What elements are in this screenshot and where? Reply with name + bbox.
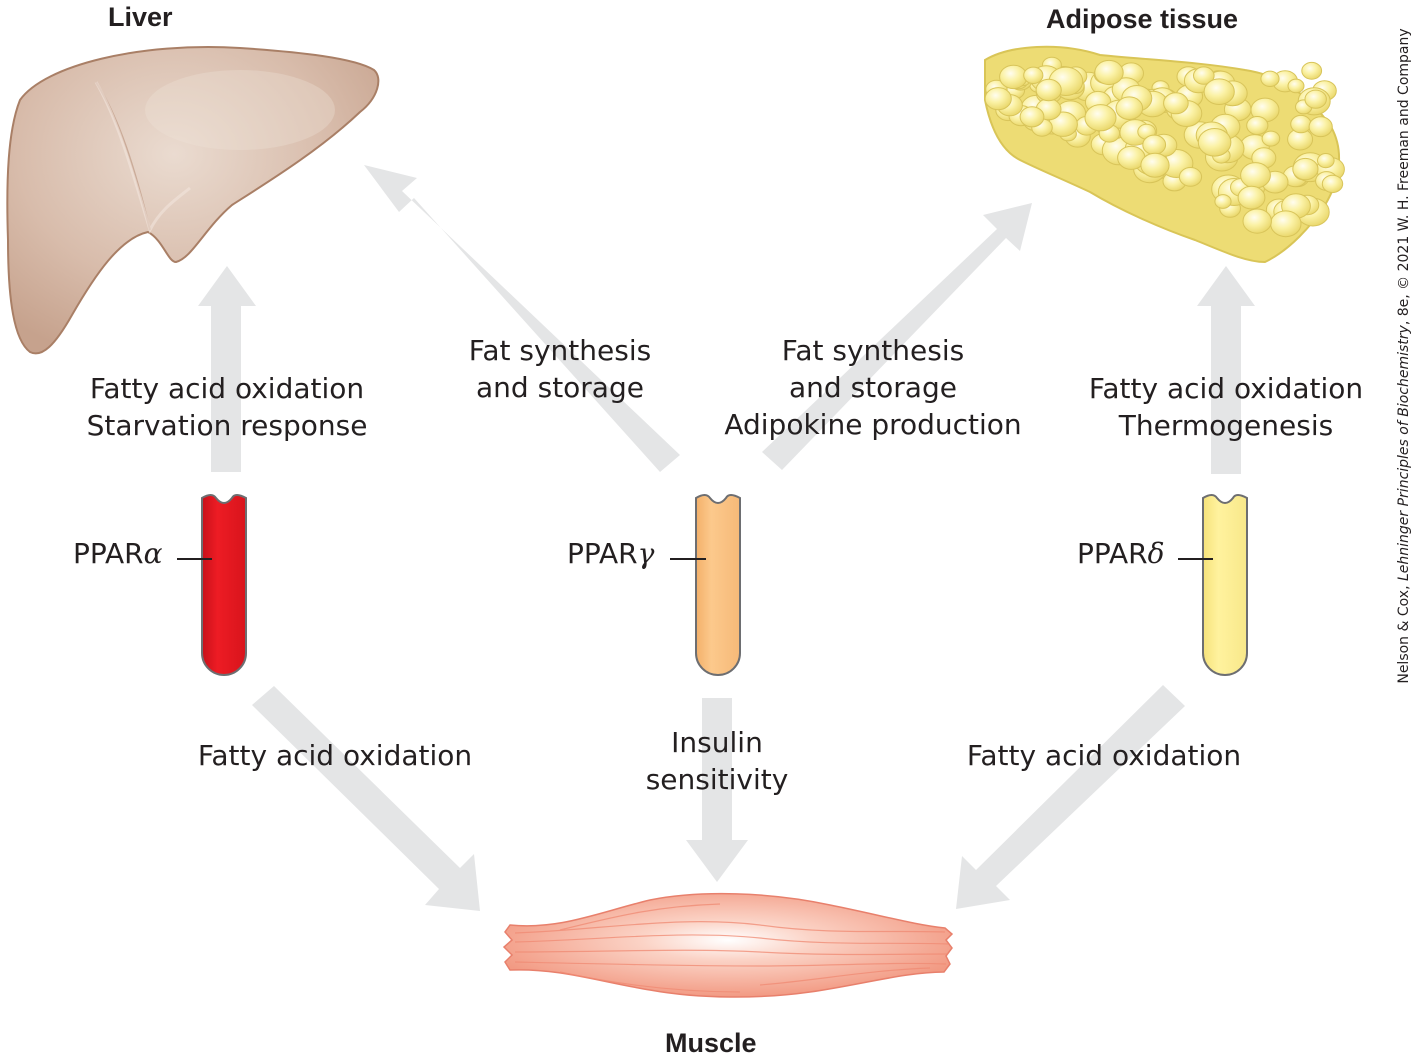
fat-cell [1246, 116, 1269, 135]
arrow-gamma-to-muscle [686, 698, 748, 882]
fat-cell [1142, 134, 1167, 156]
effect-gamma-adipose: Fat synthesis and storage Adipokine produc… [724, 334, 1022, 441]
copyright-credit: Nelson & Cox, Lehninger Principles of Bi… [1396, 28, 1412, 684]
fat-cell [1261, 130, 1281, 147]
arrow-gamma-to-liver [364, 165, 680, 472]
effect-delta-muscle: Fatty acid oxidation [966, 739, 1242, 772]
fat-cell [1140, 152, 1170, 178]
fat-cell [1270, 210, 1302, 238]
fat-cell [1178, 167, 1203, 187]
arrow-alpha-to-muscle [252, 686, 480, 911]
fat-cell [1237, 185, 1266, 210]
fat-cell [1193, 66, 1215, 85]
effect-gamma-liver: Fat synthesis and storage [468, 334, 652, 404]
fat-cell [1321, 174, 1344, 194]
effect-delta-adipose: Fatty acid oxidation Thermogenesis [1088, 372, 1364, 442]
fat-cell [1197, 128, 1232, 157]
fat-cell [1308, 116, 1333, 138]
fat-cell [1287, 78, 1305, 94]
fat-cell [1203, 78, 1235, 105]
adipose-illustration [984, 45, 1345, 264]
adipose-title: Adipose tissue [1046, 4, 1239, 34]
arrow-gamma-to-adipose [762, 203, 1032, 470]
fat-cell [1260, 70, 1280, 88]
ppar-gamma-tube [695, 494, 741, 676]
fat-cell [1292, 157, 1319, 181]
muscle-title: Muscle [665, 1028, 757, 1058]
fat-cell [1240, 162, 1271, 189]
ppar-delta-tube [1202, 494, 1248, 676]
fat-cell [1084, 104, 1117, 132]
ppar-gamma-label: PPARγ [567, 537, 655, 570]
arrows [198, 165, 1255, 911]
ppar-delta-label: PPARδ [1077, 537, 1165, 570]
fat-cell [1023, 66, 1044, 85]
effect-gamma-muscle: Insulin sensitivity [645, 726, 789, 796]
ppar-alpha-tube [201, 494, 247, 676]
fat-cell [999, 64, 1028, 90]
fat-cell [1242, 208, 1272, 234]
liver-illustration [6, 46, 380, 355]
fat-cell [1290, 114, 1312, 134]
fat-cell [1035, 78, 1062, 102]
fat-cell [1301, 61, 1323, 80]
effect-alpha-muscle: Fatty acid oxidation [197, 739, 473, 772]
fat-cell [1214, 194, 1232, 209]
arrow-alpha-to-liver [198, 266, 256, 472]
muscle-illustration [502, 892, 954, 998]
effect-alpha-liver: Fatty acid oxidation Starvation response [86, 372, 368, 442]
fat-cell [984, 87, 1012, 111]
fat-cell [1304, 89, 1327, 109]
ppar-alpha-label: PPARα [73, 537, 163, 570]
fat-cell [1094, 59, 1124, 86]
liver-title: Liver [108, 2, 173, 32]
fat-cell [1115, 96, 1144, 120]
fat-cell [1317, 153, 1335, 169]
arrow-delta-to-muscle [956, 685, 1185, 909]
fat-cell [1019, 106, 1045, 128]
fat-cell [1163, 92, 1189, 115]
arrow-delta-to-adipose [1197, 266, 1255, 474]
